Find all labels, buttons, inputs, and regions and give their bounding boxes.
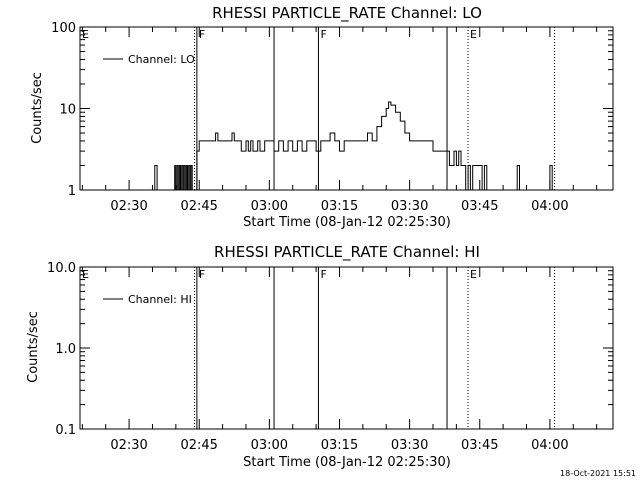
flag-label: F — [199, 268, 205, 281]
panel-hi-legend: Channel: HI — [103, 293, 192, 306]
x-tick-label: 03:45 — [461, 438, 498, 453]
y-tick-label: 1.0 — [55, 342, 76, 357]
panel-lo-legend: Channel: LO — [103, 53, 195, 66]
x-tick-label: 04:00 — [531, 438, 568, 453]
x-tick-label: 02:30 — [110, 438, 147, 453]
panel-lo-xlabel: Start Time (08-Jan-12 02:25:30) — [243, 215, 451, 230]
panel-hi-ylabel: Counts/sec — [26, 311, 41, 383]
panel-hi-x-axis: 02:30 02:45 03:00 03:15 03:30 03:45 04:00 — [81, 267, 598, 453]
panel-hi-edge-flag-label: E — [82, 268, 89, 281]
y-tick-label: 100 — [51, 21, 76, 36]
x-tick-label: 03:00 — [251, 438, 288, 453]
x-tick-label: 02:45 — [180, 438, 217, 453]
panel-lo: RHESSI PARTICLE_RATE Channel: LO Counts/… — [30, 4, 614, 230]
panel-lo-y-axis: 1 10 100 — [51, 21, 613, 199]
y-tick-label: 10.0 — [47, 261, 76, 276]
panel-lo-x-axis: 02:30 02:45 03:00 03:15 03:30 03:45 04:00 — [81, 27, 598, 214]
series-lo — [152, 101, 553, 191]
flag-label: F — [320, 268, 326, 281]
y-tick-label: 0.1 — [55, 423, 76, 438]
flag-label: E — [470, 28, 477, 41]
x-tick-label: 03:30 — [391, 438, 428, 453]
x-tick-label: 03:00 — [251, 199, 288, 214]
x-tick-label: 02:30 — [110, 199, 147, 214]
x-tick-label: 03:15 — [321, 199, 358, 214]
flag-label: F — [320, 28, 326, 41]
y-tick-label: 1 — [68, 184, 76, 199]
panel-hi-legend-label: Channel: HI — [128, 293, 192, 306]
panel-lo-legend-label: Channel: LO — [128, 53, 195, 66]
x-tick-label: 02:45 — [180, 199, 217, 214]
x-tick-label: 04:00 — [531, 199, 568, 214]
panel-lo-frame — [79, 26, 614, 191]
x-tick-label: 03:45 — [461, 199, 498, 214]
panel-lo-ylabel: Counts/sec — [30, 72, 45, 144]
panel-hi-y-axis: 0.1 1.0 10.0 — [47, 261, 613, 438]
panel-hi-frame — [79, 266, 614, 430]
x-tick-label: 03:15 — [321, 438, 358, 453]
panel-lo-edge-flag-label: E — [82, 28, 89, 41]
panel-hi: RHESSI PARTICLE_RATE Channel: HI Counts/… — [26, 243, 614, 470]
footer-timestamp: 18-Oct-2021 15:51 — [560, 469, 636, 478]
y-tick-label: 10 — [59, 103, 76, 118]
panel-hi-title: RHESSI PARTICLE_RATE Channel: HI — [214, 243, 480, 262]
x-tick-label: 03:30 — [391, 199, 428, 214]
panel-lo-title: RHESSI PARTICLE_RATE Channel: LO — [212, 4, 482, 23]
flag-label: E — [470, 268, 477, 281]
flag-label: F — [199, 28, 205, 41]
panel-hi-xlabel: Start Time (08-Jan-12 02:25:30) — [243, 455, 451, 470]
